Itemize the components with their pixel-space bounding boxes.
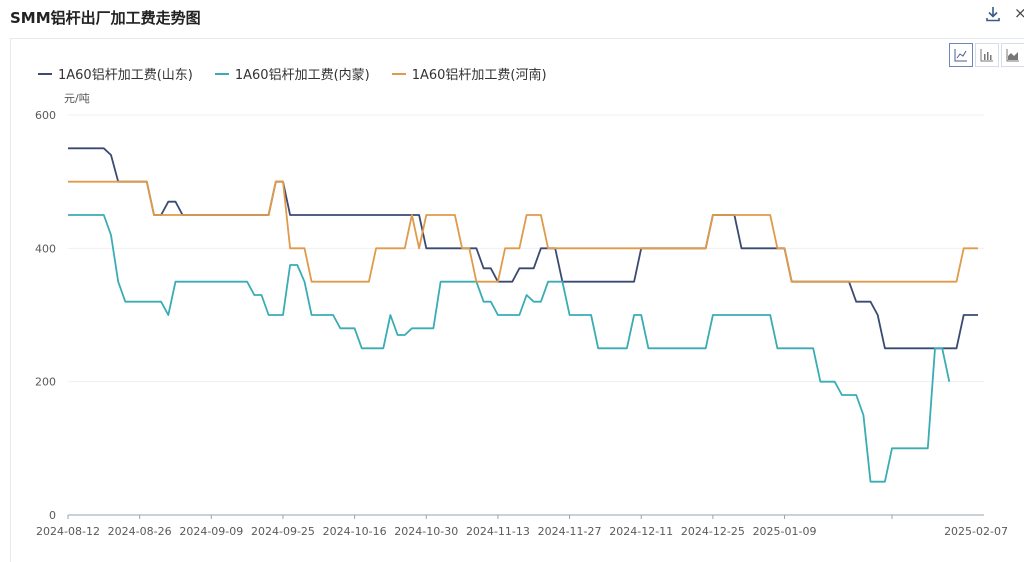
x-tick-label: 2024-09-09 — [179, 525, 243, 538]
y-tick-label: 200 — [35, 376, 56, 389]
x-tick-label: 2024-11-13 — [466, 525, 530, 538]
legend-item-henan[interactable]: 1A60铝杆加工费(河南) — [391, 64, 547, 83]
legend-label: 1A60铝杆加工费(河南) — [411, 68, 547, 83]
legend-swatch — [38, 72, 52, 75]
x-tick-label: 2025-01-09 — [753, 525, 817, 538]
area-chart-icon — [1006, 49, 1019, 62]
download-icon[interactable] — [984, 5, 1002, 23]
x-tick-label: 2024-12-25 — [681, 525, 745, 538]
x-tick-label: 2024-08-12 — [36, 525, 100, 538]
close-icon[interactable]: × — [1014, 4, 1024, 22]
legend-label: 1A60铝杆加工费(内蒙) — [234, 68, 370, 83]
x-tick-label: 2024-10-16 — [323, 525, 387, 538]
chart-panel — [10, 38, 1024, 562]
chart-type-switcher — [949, 43, 1024, 67]
chart-legend: 1A60铝杆加工费(山东) 1A60铝杆加工费(内蒙) 1A60铝杆加工费(河南… — [38, 64, 547, 83]
x-tick-label: 2024-10-30 — [394, 525, 458, 538]
legend-item-shandong[interactable]: 1A60铝杆加工费(山东) — [38, 64, 193, 83]
y-tick-label: 400 — [35, 242, 56, 255]
bar-chart-icon — [980, 49, 993, 62]
y-axis-unit: 元/吨 — [64, 92, 90, 105]
x-tick-label: 2024-12-11 — [609, 525, 673, 538]
bar-chart-button[interactable] — [975, 43, 999, 67]
x-tick-label: 2024-09-25 — [251, 525, 315, 538]
legend-label: 1A60铝杆加工费(山东) — [58, 68, 193, 83]
x-tick-label: 2024-08-26 — [108, 525, 172, 538]
x-tick-label: 2024-11-27 — [538, 525, 602, 538]
chart-title: SMM铝杆出厂加工费走势图 — [10, 9, 201, 27]
y-tick-label: 0 — [49, 509, 56, 522]
y-tick-label: 600 — [35, 109, 56, 122]
legend-item-neimeng[interactable]: 1A60铝杆加工费(内蒙) — [214, 64, 370, 83]
series-line-1[interactable] — [68, 214, 951, 483]
x-tick-label: 2025-02-07 — [944, 525, 1008, 538]
line-chart-icon — [954, 49, 967, 62]
series-line-2[interactable] — [68, 180, 978, 283]
legend-swatch — [214, 72, 229, 75]
area-chart-button[interactable] — [1001, 43, 1024, 67]
legend-swatch — [391, 72, 406, 75]
line-chart-button[interactable] — [949, 43, 973, 67]
